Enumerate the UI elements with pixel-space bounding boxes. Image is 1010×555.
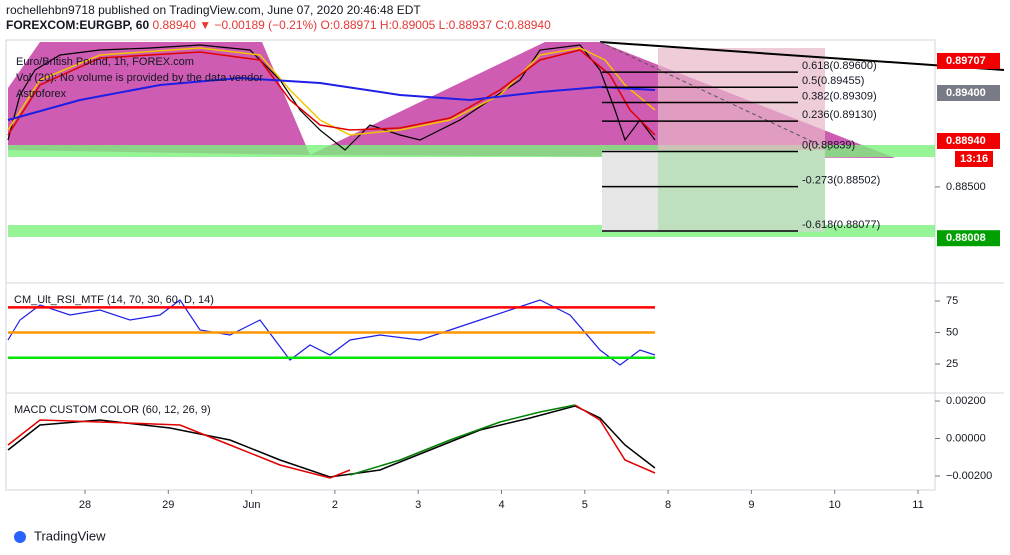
last: 0.88940 — [152, 18, 196, 32]
legend-text: Vol (20): No volume is provided by the d… — [16, 72, 263, 84]
trend-line — [599, 41, 831, 151]
macd-line — [7, 405, 656, 478]
price-label-bg — [937, 132, 1000, 149]
price-label: 0.89707 — [946, 55, 986, 67]
y-tick-label: 0.00000 — [946, 432, 986, 444]
y-tick-label: 50 — [946, 326, 958, 338]
fib-label: 0.5(0.89455) — [802, 75, 864, 87]
trade-target — [658, 150, 825, 232]
y-tick-label: 0.88500 — [946, 181, 986, 193]
indicator-title: MACD CUSTOM COLOR (60, 12, 26, 9) — [14, 404, 211, 416]
fib-label: 0.618(0.89600) — [802, 60, 877, 72]
x-tick-label: 2 — [332, 499, 338, 511]
publisher: rochellehbn9718 published on TradingView… — [6, 3, 421, 17]
open: O:0.88971 — [320, 18, 377, 32]
frame — [5, 39, 936, 491]
ma-line — [7, 76, 656, 121]
ma-line — [7, 47, 656, 136]
x-tick-label: 9 — [748, 499, 754, 511]
price-line — [7, 44, 656, 151]
countdown: 13:16 — [960, 153, 988, 165]
legend-text: Euro/British Pound, 1h, FOREX.com — [16, 56, 194, 68]
price-label-bg — [937, 84, 1000, 101]
x-tick-label: 29 — [162, 499, 174, 511]
close: C:0.88940 — [495, 18, 551, 32]
header: rochellehbn9718 published on TradingView… — [6, 3, 551, 33]
pattern-shape — [8, 42, 310, 155]
macd-line — [349, 404, 576, 476]
legend-text: Astroforex — [16, 88, 67, 100]
rsi-line — [7, 299, 656, 366]
fib-label: -0.273(0.88502) — [802, 175, 880, 187]
symbol-line: FOREXCOM:EURGBP, 60 0.88940 ▼ −0.00189 (… — [6, 18, 551, 33]
trend-line — [599, 41, 1005, 71]
y-tick-label: −0.00200 — [946, 470, 992, 482]
fib-label: 0.382(0.89309) — [802, 90, 877, 102]
x-tick-label: 8 — [665, 499, 671, 511]
x-tick-label: Jun — [243, 499, 261, 511]
price-label: 0.89400 — [946, 87, 986, 99]
y-tick-label: 0.00200 — [946, 395, 986, 407]
x-tick-label: 3 — [415, 499, 421, 511]
indicator-title: CM_Ult_RSI_MTF (14, 70, 30, 60, D, 14) — [14, 294, 214, 306]
x-tick-label: 10 — [829, 499, 841, 511]
high: H:0.89005 — [379, 18, 436, 32]
fib-label: 0(0.88839) — [802, 139, 855, 151]
low: L:0.88937 — [438, 18, 493, 32]
price-label-bg — [937, 52, 1000, 69]
trade-stop — [658, 48, 825, 150]
price-label: 0.88008 — [946, 232, 986, 244]
x-tick-label: 4 — [498, 499, 504, 511]
fib-label: 0.236(0.89130) — [802, 109, 877, 121]
price-label-bg — [937, 230, 1000, 247]
macd-line — [7, 419, 351, 479]
y-tick-label: 75 — [946, 295, 958, 307]
x-tick-label: 28 — [79, 499, 91, 511]
ma-line — [7, 49, 656, 136]
symbol: FOREXCOM:EURGBP, 60 — [6, 18, 150, 32]
price-label: 0.88940 — [946, 135, 986, 147]
countdown-bg — [955, 150, 993, 167]
y-tick-label: 25 — [946, 358, 958, 370]
macd-line — [574, 404, 656, 474]
trade-box — [602, 150, 658, 232]
x-tick-label: 11 — [912, 499, 923, 511]
footer-brand: TradingView — [34, 528, 106, 543]
change: ▼ −0.00189 (−0.21%) — [199, 18, 318, 32]
logo — [14, 531, 26, 543]
x-tick-label: 5 — [582, 499, 588, 511]
fib-label: -0.618(0.88077) — [802, 219, 880, 231]
